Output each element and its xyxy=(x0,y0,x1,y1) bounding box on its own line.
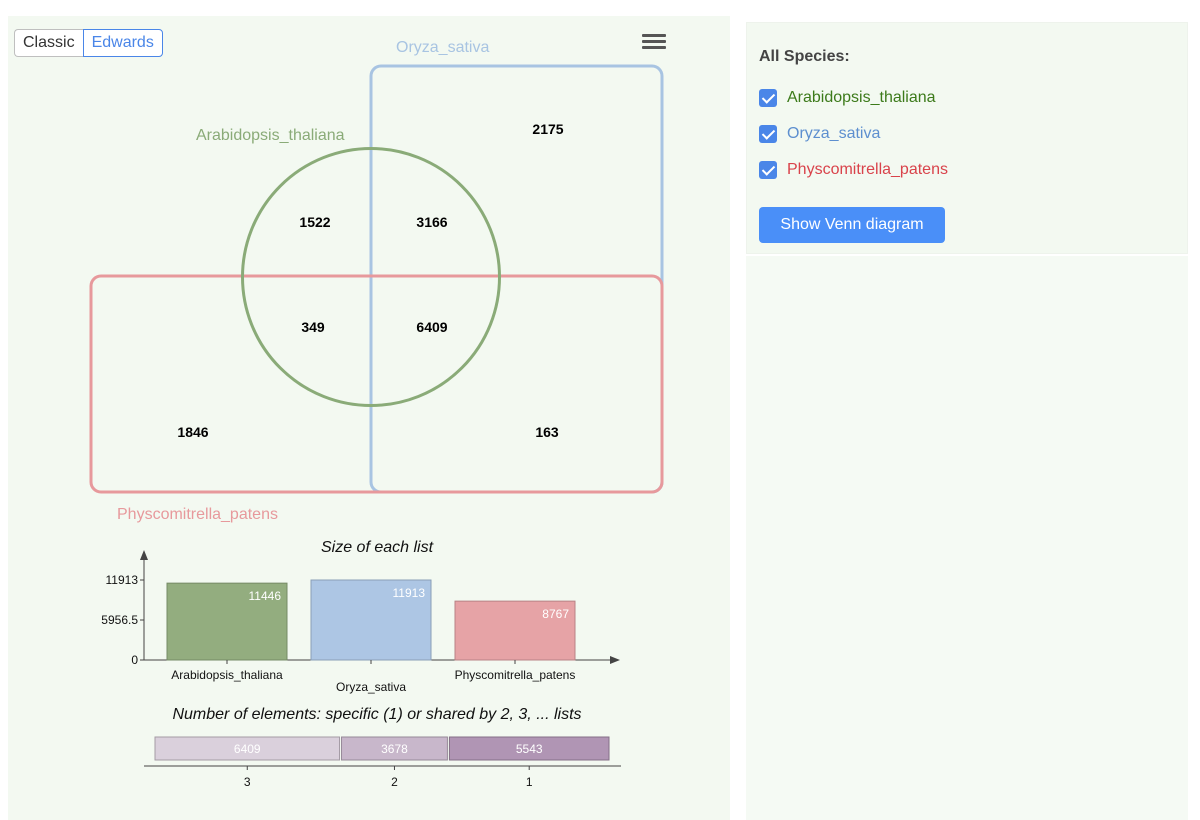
species-checkbox-arabidopsis[interactable]: Arabidopsis_thaliana xyxy=(759,89,936,107)
menu-line xyxy=(642,40,666,43)
y-tick-label: 11913 xyxy=(106,573,139,587)
bar-value-label: 11446 xyxy=(249,589,282,603)
x-tick-label: 2 xyxy=(391,775,398,789)
segment-value-label: 5543 xyxy=(516,742,543,756)
region-all-three[interactable]: 6409 xyxy=(416,319,448,335)
x-tick-label: Physcomitrella_patens xyxy=(455,668,576,682)
y-axis-arrow xyxy=(140,550,148,560)
species-label: Oryza_sativa xyxy=(787,125,881,142)
x-tick-label: 3 xyxy=(244,775,251,789)
checkbox-icon[interactable] xyxy=(759,125,777,143)
segment-value-label: 6409 xyxy=(234,742,261,756)
stack-segment xyxy=(448,736,610,761)
segment-value-label: 3678 xyxy=(381,742,408,756)
region-arabidopsis-physcomitrella[interactable]: 349 xyxy=(301,319,325,335)
region-arabidopsis-oryza[interactable]: 3166 xyxy=(416,214,448,230)
stack-segment xyxy=(154,736,341,761)
physcomitrella-patens-label: Physcomitrella_patens xyxy=(117,506,278,523)
y-tick-label: 0 xyxy=(131,653,138,667)
y-tick-label: 5956.5 xyxy=(101,613,138,627)
x-tick-label: Arabidopsis_thaliana xyxy=(171,668,283,682)
species-label: Physcomitrella_patens xyxy=(787,161,948,178)
view-toggle: Classic Edwards xyxy=(14,29,163,57)
arabidopsis-thaliana-label: Arabidopsis_thaliana xyxy=(196,127,345,144)
hamburger-menu-icon[interactable] xyxy=(642,34,666,54)
shared-chart-title: Number of elements: specific (1) or shar… xyxy=(172,706,582,723)
checkbox-icon[interactable] xyxy=(759,161,777,179)
stack-segment xyxy=(341,736,448,761)
bar-value-label: 8767 xyxy=(542,607,569,621)
checkbox-icon[interactable] xyxy=(759,89,777,107)
classic-button[interactable]: Classic xyxy=(14,29,83,57)
species-checkbox-physcomitrella[interactable]: Physcomitrella_patens xyxy=(759,161,948,179)
physcomitrella-patens-shape[interactable] xyxy=(89,274,664,494)
all-species-heading: All Species: xyxy=(759,48,850,65)
edwards-button[interactable]: Edwards xyxy=(82,29,163,57)
species-checkbox-oryza[interactable]: Oryza_sativa xyxy=(759,125,880,143)
show-venn-diagram-button[interactable]: Show Venn diagram xyxy=(759,207,945,243)
region-physcomitrella-only[interactable]: 1846 xyxy=(177,424,209,440)
menu-line xyxy=(642,46,666,49)
right-background xyxy=(746,256,1188,820)
x-tick-label: Oryza_sativa xyxy=(336,680,406,694)
oryza-sativa-label: Oryza_sativa xyxy=(396,39,490,56)
menu-line xyxy=(642,34,666,37)
x-axis-arrow xyxy=(610,656,620,664)
region-arabidopsis-only[interactable]: 1522 xyxy=(299,214,331,230)
bar xyxy=(454,600,576,661)
region-oryza-only[interactable]: 2175 xyxy=(532,121,564,137)
bar xyxy=(310,579,432,661)
species-label: Arabidopsis_thaliana xyxy=(787,89,936,106)
x-tick-label: 1 xyxy=(526,775,533,789)
bar-value-label: 11913 xyxy=(393,586,426,600)
region-oryza-physcomitrella[interactable]: 163 xyxy=(535,424,559,440)
arabidopsis-thaliana-shape[interactable] xyxy=(241,147,501,407)
size-chart-title: Size of each list xyxy=(320,539,434,556)
